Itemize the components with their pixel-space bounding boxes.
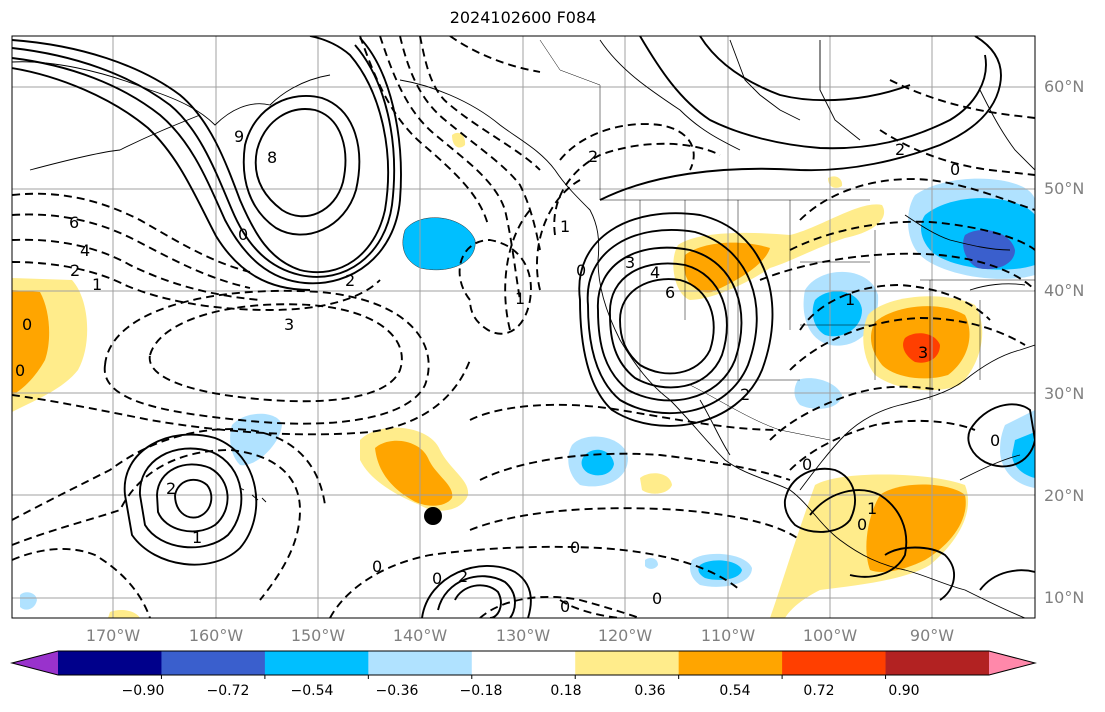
colorbar-segment [885,651,990,675]
contour-label-group: 6 4 2 1 8 9 2 3 0 0 2 1 3 4 6 2 0 1 0 0 … [15,127,1000,616]
negative-anomaly-region [1012,432,1035,478]
positive-anomaly-region [828,176,843,188]
contour-label: 0 [15,361,25,380]
lat-label-60n: 60°N [1044,77,1085,96]
positive-anomaly-region [375,440,453,506]
lon-label-130w: 130°W [495,626,551,645]
colorbar-label: −0.72 [206,683,250,699]
borders [539,39,1035,441]
storm-marker [424,507,442,525]
contour-label: 3 [284,315,294,334]
contour-label: 0 [560,597,570,616]
contour-label: 1 [560,217,570,236]
contour-label: 0 [990,431,1000,450]
lon-label-110w: 110°W [700,626,756,645]
contour-label: 9 [234,127,244,146]
colorbar-segment [782,651,887,675]
contour-label: 2 [588,147,598,166]
contour-label: 0 [432,569,442,588]
contour-label: 2 [740,385,750,404]
contour-label: 1 [515,289,525,308]
lon-label-120w: 120°W [597,626,653,645]
negative-anomaly-region [581,449,614,476]
contour-label: 1 [845,290,855,309]
colorbar-label: −0.36 [375,683,419,699]
negative-anomaly-region [20,592,37,610]
lat-label-40n: 40°N [1044,281,1085,300]
negative-anomaly-region [645,557,658,569]
colorbar-segment [264,651,369,675]
positive-anomaly-region [108,610,140,618]
contour-label: 2 [458,567,468,586]
colorbar-label: 0.54 [719,683,751,699]
colorbar-segment [471,651,576,675]
contour-label: 2 [345,271,355,290]
colorbar-label: −0.54 [290,683,334,699]
contour-label: 8 [267,148,277,167]
lat-label-10n: 10°N [1044,588,1085,607]
negative-anomaly-region [402,217,476,271]
colorbar-extend-max [989,651,1035,675]
contour-label: 0 [22,315,32,334]
colorbar-extend-min [12,651,58,675]
positive-anomaly-region [640,473,672,494]
lon-label-170w: 170°W [85,626,141,645]
contour-label: 6 [665,283,675,302]
contour-label: 4 [80,241,90,260]
anomaly-shading [12,132,1035,618]
contour-label: 0 [238,225,248,244]
contour-label: 0 [372,557,382,576]
colorbar-segment [678,651,783,675]
colorbar-outline [10,650,1037,676]
colorbar-label: 0.18 [550,683,582,699]
lon-label-160w: 160°W [188,626,244,645]
contour-label: 4 [650,263,660,282]
contour-label: 1 [867,499,877,518]
colorbar [10,650,1037,679]
colorbar-segment [368,651,473,675]
lat-label-50n: 50°N [1044,179,1085,198]
contour-label: 1 [192,528,202,547]
colorbar-label: 0.36 [634,683,666,699]
lon-label-90w: 90°W [909,626,955,645]
contour-label: 0 [576,261,586,280]
lon-label-140w: 140°W [392,626,448,645]
lat-label-30n: 30°N [1044,384,1085,403]
colorbar-segment [575,651,680,675]
contour-label: 0 [950,160,960,179]
contour-label: 6 [69,213,79,232]
contour-label: 0 [652,589,662,608]
colorbar-label: 0.90 [888,683,920,699]
contour-label: 3 [625,253,635,272]
lat-label-20n: 20°N [1044,486,1085,505]
positive-anomaly-region [903,333,940,363]
negative-anomaly-region [963,230,1015,270]
contour-label: 0 [570,538,580,557]
contour-label: 1 [92,275,102,294]
graticule [12,36,1035,618]
lon-label-150w: 150°W [290,626,346,645]
contour-label: 3 [918,343,928,362]
positive-anomaly-region [452,132,466,148]
colorbar-label: −0.18 [459,683,503,699]
contour-label: 0 [802,455,812,474]
negative-anomaly-region [698,560,742,580]
colorbar-label: 0.72 [803,683,835,699]
map-frame [11,35,1036,619]
contour-label: 2 [70,261,80,280]
contour-lines-dashed [12,36,1035,618]
colorbar-segment [58,651,162,675]
contour-label: 2 [166,479,176,498]
positive-anomaly-region [12,290,50,395]
contour-label: 0 [857,515,867,534]
colorbar-segment [161,651,266,675]
lon-label-100w: 100°W [802,626,858,645]
contour-label: 2 [895,140,905,159]
map-title: 2024102600 F084 [449,8,597,27]
negative-anomaly-region [230,413,282,466]
colorbar-label: −0.90 [121,683,165,699]
positive-anomaly-region [866,484,966,572]
